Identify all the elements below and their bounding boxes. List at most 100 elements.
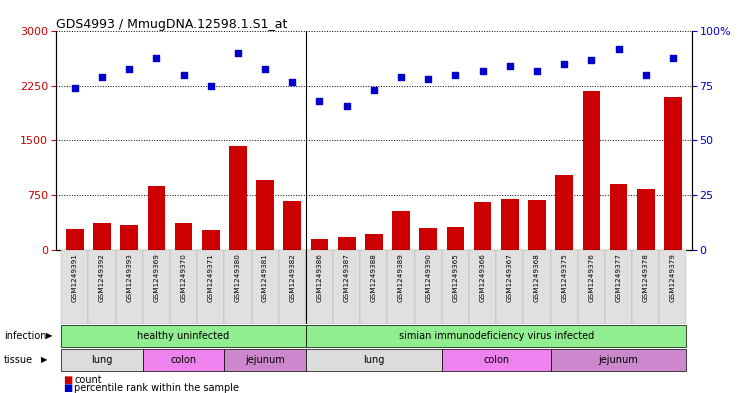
Text: GSM1249370: GSM1249370 [181, 253, 187, 302]
Bar [306, 250, 333, 324]
Text: GSM1249369: GSM1249369 [153, 253, 159, 302]
Point [612, 46, 624, 52]
Point [259, 65, 271, 72]
Point [232, 50, 244, 56]
Bar [414, 250, 442, 324]
Point [69, 85, 81, 91]
Bar [392, 211, 410, 250]
Point [205, 83, 217, 89]
Bar [637, 189, 655, 250]
Text: GSM1249393: GSM1249393 [126, 253, 132, 302]
Text: ■: ■ [63, 375, 72, 386]
Bar [338, 237, 356, 250]
Bar [474, 202, 492, 250]
Text: GSM1249386: GSM1249386 [316, 253, 322, 302]
Point [395, 74, 407, 81]
Bar [388, 250, 414, 324]
Bar [279, 250, 306, 324]
Bar [605, 250, 632, 324]
Bar [121, 225, 138, 250]
Text: colon: colon [170, 355, 196, 365]
Bar [61, 250, 89, 324]
Text: GSM1249367: GSM1249367 [507, 253, 513, 302]
Bar [365, 234, 382, 250]
Bar [306, 325, 687, 347]
Bar [659, 250, 687, 324]
Text: jejunum: jejunum [599, 355, 638, 365]
Bar [256, 180, 274, 250]
Text: GSM1249365: GSM1249365 [452, 253, 458, 302]
Text: GSM1249376: GSM1249376 [589, 253, 594, 302]
Point [449, 72, 461, 78]
Point [640, 72, 652, 78]
Bar [501, 199, 519, 250]
Point [368, 87, 380, 94]
Text: GSM1249371: GSM1249371 [208, 253, 214, 302]
Bar [360, 250, 388, 324]
Bar [306, 349, 442, 371]
Text: GSM1249392: GSM1249392 [99, 253, 105, 302]
Text: GSM1249377: GSM1249377 [615, 253, 621, 302]
Bar [147, 186, 165, 250]
Bar [202, 230, 219, 250]
Bar [143, 349, 225, 371]
Point [558, 61, 570, 67]
Text: lung: lung [92, 355, 112, 365]
Bar [528, 200, 546, 250]
Bar [632, 250, 659, 324]
Bar [442, 250, 469, 324]
Text: GSM1249378: GSM1249378 [643, 253, 649, 302]
Bar [143, 250, 170, 324]
Point [477, 68, 489, 74]
Text: ▶: ▶ [46, 331, 53, 340]
Bar [93, 223, 111, 250]
Bar [496, 250, 523, 324]
Text: GSM1249380: GSM1249380 [235, 253, 241, 302]
Bar [175, 223, 193, 250]
Text: GSM1249389: GSM1249389 [398, 253, 404, 302]
Point [313, 98, 325, 105]
Text: GSM1249381: GSM1249381 [262, 253, 268, 302]
Text: tissue: tissue [4, 355, 33, 365]
Bar [251, 250, 279, 324]
Bar [551, 349, 687, 371]
Bar [469, 250, 496, 324]
Point [531, 68, 543, 74]
Bar [283, 201, 301, 250]
Bar [446, 227, 464, 250]
Text: GSM1249366: GSM1249366 [480, 253, 486, 302]
Text: percentile rank within the sample: percentile rank within the sample [74, 383, 240, 393]
Bar [555, 175, 573, 250]
Text: simian immunodeficiency virus infected: simian immunodeficiency virus infected [399, 331, 594, 341]
Point [341, 103, 353, 109]
Bar [420, 228, 437, 250]
Text: GSM1249391: GSM1249391 [72, 253, 78, 302]
Bar [609, 184, 627, 250]
Point [586, 57, 597, 63]
Bar [523, 250, 551, 324]
Point [96, 74, 108, 81]
Bar [225, 349, 306, 371]
Bar [578, 250, 605, 324]
Bar [311, 239, 328, 250]
Text: GSM1249379: GSM1249379 [670, 253, 676, 302]
Text: GSM1249388: GSM1249388 [371, 253, 377, 302]
Point [286, 79, 298, 85]
Bar [66, 229, 83, 250]
Text: colon: colon [483, 355, 509, 365]
Bar [170, 250, 197, 324]
Text: GSM1249382: GSM1249382 [289, 253, 295, 302]
Bar [333, 250, 360, 324]
Text: healthy uninfected: healthy uninfected [138, 331, 230, 341]
Bar [229, 146, 247, 250]
Point [504, 63, 516, 70]
Bar [583, 91, 600, 250]
Point [667, 55, 679, 61]
Point [150, 55, 162, 61]
Bar [664, 97, 682, 250]
Text: GSM1249390: GSM1249390 [426, 253, 432, 302]
Text: GSM1249387: GSM1249387 [344, 253, 350, 302]
Text: lung: lung [363, 355, 385, 365]
Bar [197, 250, 225, 324]
Text: GDS4993 / MmugDNA.12598.1.S1_at: GDS4993 / MmugDNA.12598.1.S1_at [56, 18, 287, 31]
